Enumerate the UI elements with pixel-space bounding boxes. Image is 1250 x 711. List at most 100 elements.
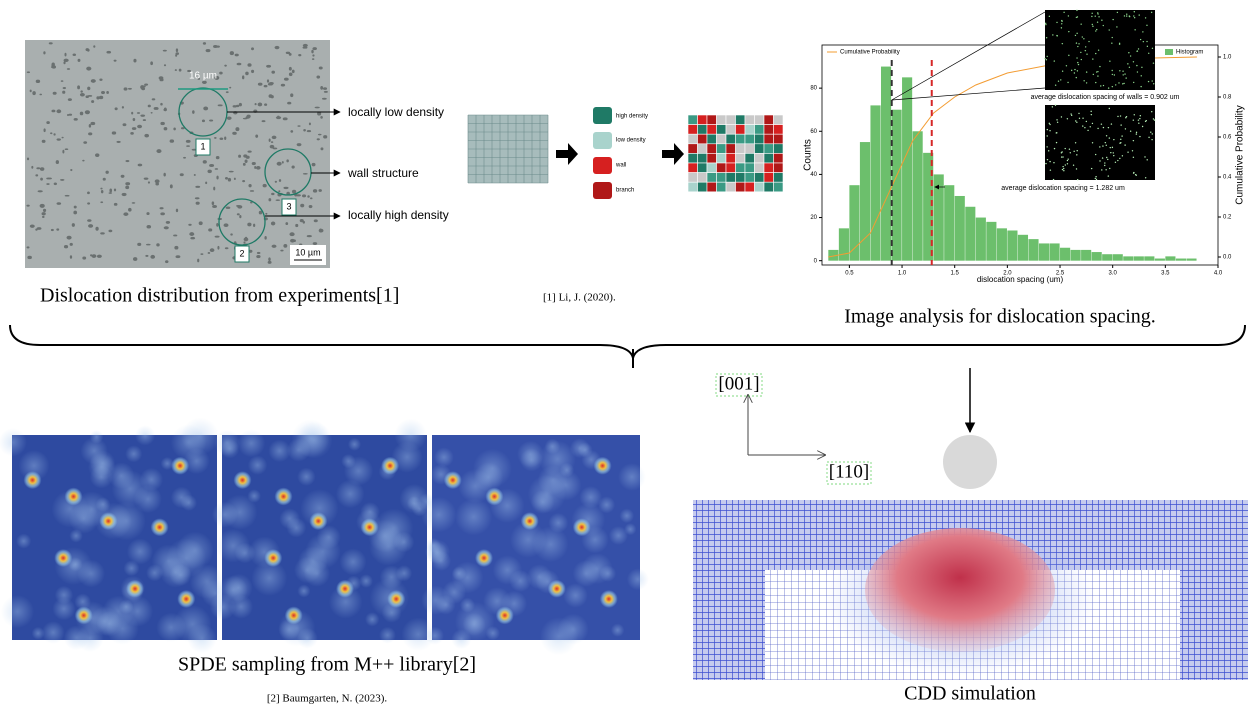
inset-dot <box>1108 87 1109 88</box>
dot <box>275 46 280 49</box>
inset-dot <box>1085 46 1086 47</box>
dot <box>311 50 313 54</box>
inset-dot <box>1127 63 1128 64</box>
bar <box>892 110 902 261</box>
dot <box>200 253 203 255</box>
dot <box>226 91 229 93</box>
inset-dot <box>1127 151 1128 152</box>
dot <box>60 179 64 181</box>
inset-dot <box>1136 51 1137 52</box>
dot <box>51 110 55 113</box>
cloud <box>176 532 213 569</box>
inset-dot <box>1088 41 1089 42</box>
dot <box>317 138 320 140</box>
cell <box>707 173 717 183</box>
dot <box>30 90 32 93</box>
inset-dot <box>1071 115 1072 116</box>
bar <box>934 174 944 260</box>
hotspot <box>264 549 282 567</box>
inset-dot <box>1068 55 1069 56</box>
inset-dot <box>1071 70 1072 71</box>
bar <box>1007 230 1017 260</box>
inset-dot <box>1123 83 1124 84</box>
inset-dot <box>1112 37 1113 38</box>
bar <box>881 67 891 261</box>
cell <box>688 163 698 173</box>
legend-swatch <box>1165 49 1173 55</box>
inset-dot <box>1101 20 1102 21</box>
dot <box>224 137 226 140</box>
reference: [2] Baumgarten, N. (2023). <box>267 693 388 705</box>
cell <box>745 125 755 135</box>
dot <box>297 125 300 127</box>
dot <box>82 160 84 162</box>
cloud <box>618 463 646 491</box>
inset-dot <box>1105 169 1106 170</box>
inset-dot <box>1139 118 1140 119</box>
class-label: high density <box>616 114 648 120</box>
dot <box>188 224 191 226</box>
bar <box>1155 259 1165 261</box>
inset-dot <box>1109 108 1110 109</box>
annotation: average dislocation spacing = 1.282 um <box>1001 185 1125 192</box>
dot <box>88 224 93 228</box>
inset-dot <box>1112 86 1113 87</box>
inset-dot <box>1102 145 1103 146</box>
inset-dot <box>1115 162 1116 163</box>
inset-dot <box>1104 165 1105 166</box>
dot <box>227 117 232 120</box>
dot <box>74 118 78 121</box>
dot <box>219 137 223 140</box>
inset-dot <box>1120 124 1121 125</box>
dot <box>70 169 72 171</box>
dot <box>286 159 289 162</box>
cell <box>688 153 698 163</box>
inset-dot <box>1146 25 1147 26</box>
hotspot <box>336 580 354 598</box>
dot <box>170 184 173 188</box>
dot <box>57 138 61 140</box>
hotspot <box>573 518 591 536</box>
dot <box>164 64 166 66</box>
cloud <box>134 485 162 513</box>
inset-dot <box>1084 127 1085 128</box>
dot <box>100 232 105 234</box>
cell <box>774 182 784 192</box>
cell <box>726 144 736 154</box>
inset-dot <box>1047 159 1048 160</box>
dot <box>247 63 251 67</box>
cell <box>688 182 698 192</box>
inset-dot <box>1143 41 1144 42</box>
inset-dot <box>1054 60 1055 61</box>
bar <box>986 222 996 261</box>
hotspot <box>594 457 612 475</box>
inset-dot <box>1062 71 1063 72</box>
dot <box>312 58 315 60</box>
dot <box>123 123 127 126</box>
inset-dot <box>1150 132 1151 133</box>
bar <box>1102 254 1112 260</box>
inset-dot <box>1096 71 1097 72</box>
y2-tick-label: 0.0 <box>1223 255 1232 261</box>
dot <box>163 173 165 177</box>
inset-dot <box>1097 75 1098 76</box>
dot <box>46 121 50 124</box>
inset-dot <box>1061 20 1062 21</box>
inset-dot <box>1057 122 1058 123</box>
inset-dot <box>1068 158 1069 159</box>
dot <box>32 91 35 95</box>
dot <box>109 189 112 193</box>
cloud <box>421 497 456 532</box>
dot <box>283 117 288 120</box>
connector <box>892 88 1045 100</box>
cloud <box>426 627 444 645</box>
dot <box>99 96 103 99</box>
dot <box>283 244 287 248</box>
dot <box>269 94 273 98</box>
dot <box>176 48 178 52</box>
dot <box>292 190 296 194</box>
inset-dot <box>1069 149 1070 150</box>
hotspot <box>361 518 379 536</box>
dot <box>95 227 98 231</box>
dot <box>235 54 239 57</box>
